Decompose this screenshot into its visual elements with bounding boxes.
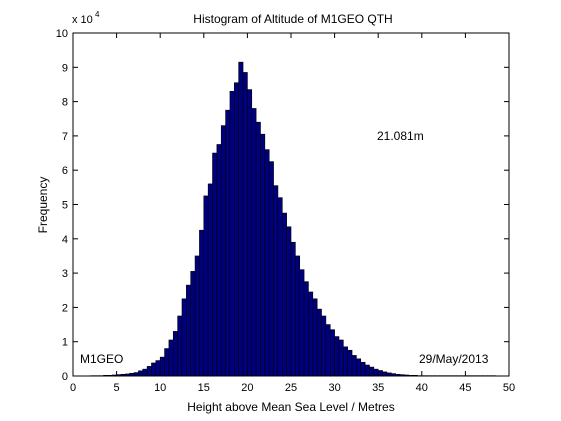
callsign-annotation: M1GEO: [80, 352, 123, 366]
histogram-bar: [338, 339, 344, 377]
y-tick-label: 7: [62, 131, 68, 143]
x-tick-label: 40: [416, 382, 428, 394]
histogram-bar: [207, 183, 213, 377]
histogram-bar: [281, 212, 287, 377]
histogram-bar: [142, 368, 148, 377]
histogram-bar: [146, 366, 152, 377]
histogram-bar: [277, 197, 283, 377]
histogram-bar: [238, 61, 244, 377]
y-multiplier-base: x 10: [72, 14, 93, 26]
histogram-bar: [373, 368, 379, 377]
histogram-bar: [242, 72, 248, 377]
histogram-bar: [155, 360, 161, 377]
histogram-bar: [133, 372, 139, 377]
histogram-bar: [286, 226, 292, 377]
histogram-bar: [303, 281, 309, 377]
histogram-bar: [268, 161, 274, 377]
x-tick-label: 5: [114, 382, 120, 394]
histogram-bar: [181, 298, 187, 377]
histogram-bar: [295, 255, 301, 377]
y-tick-label: 6: [62, 165, 68, 177]
histogram-bar: [164, 348, 170, 377]
histogram-bar: [312, 298, 318, 377]
histogram-bar: [190, 271, 196, 377]
histogram-bar: [199, 229, 205, 377]
date-annotation: 29/May/2013: [419, 352, 489, 366]
y-tick-label: 4: [62, 234, 68, 246]
histogram-bar: [329, 329, 335, 377]
histogram-bar: [334, 336, 340, 377]
histogram-bar: [216, 144, 222, 377]
x-axis-label: Height above Mean Sea Level / Metres: [187, 400, 394, 414]
histogram-bar: [194, 255, 200, 377]
histogram-bar: [247, 89, 253, 377]
histogram-bar: [251, 108, 257, 377]
histogram-bar: [220, 125, 226, 377]
histogram-bar: [316, 308, 322, 377]
y-axis-label: Frequency: [36, 177, 50, 234]
histogram-bar: [356, 358, 362, 377]
histogram-bar: [264, 149, 270, 377]
x-tick-label: 0: [70, 382, 76, 394]
histogram-bar: [172, 331, 178, 377]
histogram-bar: [168, 339, 174, 377]
chart-title: Histogram of Altitude of M1GEO QTH: [193, 12, 392, 26]
x-tick-label: 35: [372, 382, 384, 394]
histogram-bar: [225, 109, 231, 377]
x-axis-ticks: 0 5 10 15 20 25 30 35 40 45 50: [70, 33, 515, 394]
histogram-bar: [203, 195, 209, 377]
histogram-bar: [260, 133, 266, 377]
histogram-bar: [229, 91, 235, 377]
histogram-bar: [369, 366, 375, 377]
histogram-bar: [308, 291, 314, 377]
x-tick-label: 20: [241, 382, 253, 394]
histogram-bar: [343, 346, 348, 377]
x-tick-label: 30: [328, 382, 340, 394]
x-tick-label: 45: [459, 382, 471, 394]
histogram-bar: [151, 362, 157, 377]
y-tick-label: 1: [62, 337, 68, 349]
y-tick-label: 2: [62, 302, 68, 314]
x-tick-label: 15: [198, 382, 210, 394]
histogram-bar: [273, 185, 279, 377]
histogram-bar: [351, 355, 357, 377]
histogram-bar: [325, 324, 331, 377]
histogram-bar: [177, 315, 183, 377]
histogram-bar: [364, 364, 370, 377]
y-tick-label: 8: [62, 97, 68, 109]
histogram-bar: [212, 152, 218, 377]
y-tick-label: 9: [62, 62, 68, 74]
x-tick-label: 50: [503, 382, 515, 394]
histogram-bar: [255, 121, 261, 377]
histogram-bar: [234, 82, 239, 377]
histogram-bar: [360, 361, 366, 377]
y-tick-label: 0: [62, 371, 68, 383]
y-tick-label: 5: [62, 200, 68, 212]
y-multiplier-exponent: 4: [95, 10, 100, 19]
histogram-bar: [377, 370, 383, 377]
y-tick-label: 3: [62, 268, 68, 280]
histogram-bar: [290, 241, 296, 377]
histogram-bar: [138, 370, 144, 377]
histogram-bars: [90, 61, 497, 377]
histogram-bar: [347, 349, 353, 377]
y-tick-label: 10: [56, 28, 68, 40]
histogram-bar: [321, 315, 327, 377]
histogram-bar: [186, 284, 192, 377]
y-axis-ticks: 0 1 2 3 4 5 6 7 8 9 10: [56, 28, 509, 383]
x-tick-label: 10: [154, 382, 166, 394]
histogram-bar: [159, 356, 165, 377]
peak-annotation: 21.081m: [377, 129, 424, 143]
histogram-bar: [299, 269, 305, 377]
x-tick-label: 25: [285, 382, 297, 394]
histogram-bar: [382, 371, 388, 377]
